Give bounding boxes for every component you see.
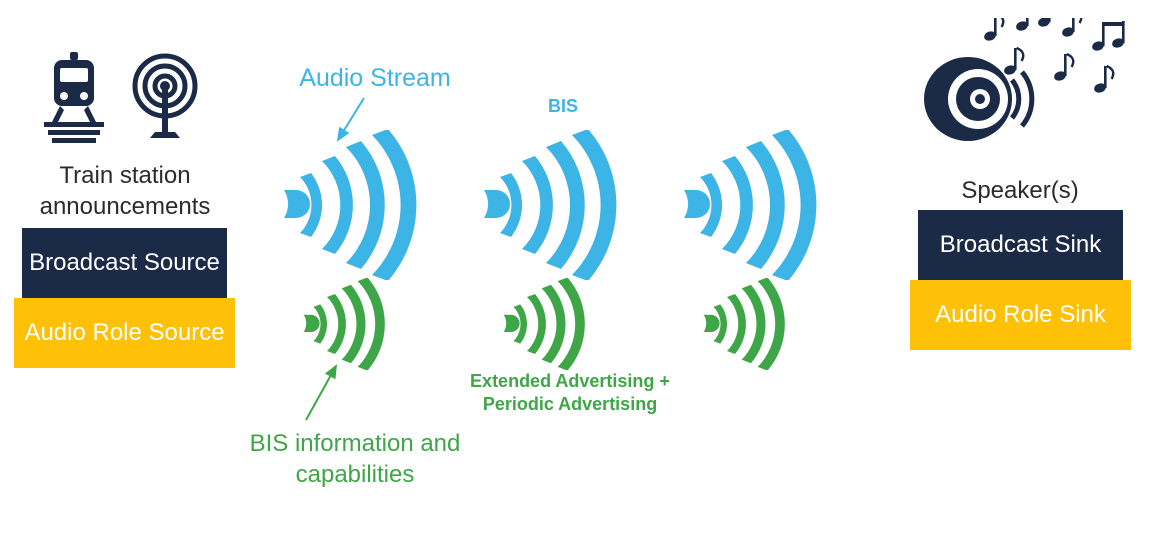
green-waves-2-icon: [500, 278, 592, 370]
blue-waves-3-icon: [678, 130, 828, 280]
ext-adv-label: Extended Advertising + Periodic Advertis…: [440, 370, 700, 417]
antenna-icon: [120, 50, 210, 146]
audio-role-sink-box: Audio Role Sink: [910, 280, 1131, 350]
blue-waves-1-icon: [278, 130, 428, 280]
bis-info-arrow-icon: [296, 358, 356, 428]
sink-icons: [920, 30, 1130, 160]
bis-label: BIS: [548, 96, 578, 117]
broadcast-source-box: Broadcast Source: [22, 228, 227, 298]
green-waves-1-icon: [300, 278, 392, 370]
blue-waves-2-icon: [478, 130, 628, 280]
bis-info-label: BIS information and capabilities: [210, 428, 500, 490]
music-notes-icon: [980, 18, 1130, 118]
sink-title: Speaker(s): [920, 175, 1120, 206]
broadcast-sink-box: Broadcast Sink: [918, 210, 1123, 280]
green-waves-3-icon: [700, 278, 792, 370]
source-title: Train station announcements: [10, 160, 240, 222]
audio-stream-label: Audio Stream: [275, 62, 475, 95]
train-icon: [34, 50, 114, 146]
audio-role-source-box: Audio Role Source: [14, 298, 235, 368]
source-icons: [34, 50, 214, 150]
